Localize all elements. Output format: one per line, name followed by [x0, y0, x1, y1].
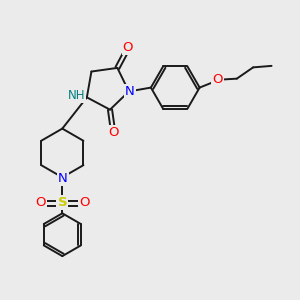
- Text: NH: NH: [68, 89, 85, 102]
- Text: O: O: [123, 41, 133, 54]
- Text: N: N: [58, 172, 68, 185]
- Text: O: O: [35, 196, 46, 209]
- Text: N: N: [125, 85, 135, 98]
- Text: O: O: [212, 73, 223, 86]
- Text: O: O: [79, 196, 89, 209]
- Text: O: O: [108, 126, 119, 139]
- Text: S: S: [58, 196, 67, 209]
